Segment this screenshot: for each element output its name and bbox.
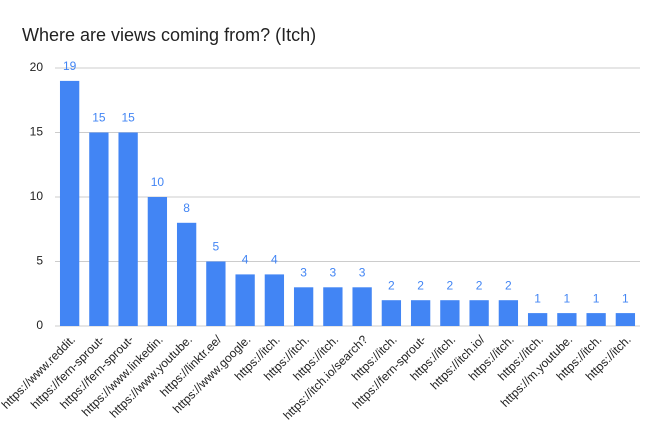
value-label: 5 [213, 240, 220, 254]
value-label: 2 [417, 278, 424, 292]
y-tick-label: 15 [30, 125, 44, 139]
bar [206, 261, 226, 326]
bar [59, 80, 80, 327]
bar [323, 287, 343, 326]
value-label: 8 [183, 201, 190, 215]
bar [118, 132, 138, 326]
value-label: 10 [151, 175, 165, 189]
value-label: 1 [593, 291, 600, 305]
bar [527, 313, 548, 326]
bar [352, 287, 372, 326]
bar [264, 274, 285, 326]
y-tick-label: 0 [36, 318, 43, 332]
value-label: 1 [622, 291, 629, 305]
value-label: 19 [63, 59, 77, 73]
bar [293, 287, 314, 326]
bar [410, 300, 431, 326]
y-tick-label: 5 [36, 254, 43, 268]
value-label: 3 [300, 265, 307, 279]
y-tick-label: 10 [30, 189, 44, 203]
value-label: 2 [388, 278, 395, 292]
value-label: 2 [505, 278, 512, 292]
value-label: 15 [92, 111, 106, 125]
chart-title: Where are views coming from? (Itch) [22, 25, 316, 45]
value-label: 4 [242, 253, 249, 267]
value-label: 4 [271, 253, 278, 267]
bar [469, 300, 489, 326]
y-tick-label: 20 [30, 60, 44, 74]
bar [498, 300, 519, 326]
bar [381, 300, 402, 326]
value-label: 3 [330, 265, 337, 279]
bar [147, 197, 168, 326]
bar [615, 313, 636, 326]
bar [89, 132, 109, 326]
value-label: 15 [121, 111, 135, 125]
value-label: 3 [359, 265, 366, 279]
bar [557, 313, 577, 326]
value-label: 2 [447, 278, 454, 292]
value-label: 2 [476, 278, 483, 292]
bar [235, 274, 255, 326]
value-label: 1 [534, 291, 541, 305]
bar [586, 313, 606, 326]
value-label: 1 [564, 291, 571, 305]
bar [176, 222, 197, 326]
bar [440, 300, 460, 326]
